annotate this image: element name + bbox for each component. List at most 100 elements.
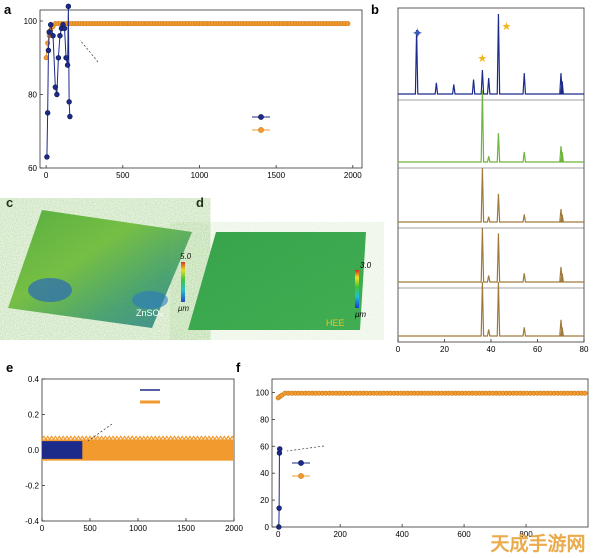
znso4-data-point: [44, 110, 51, 116]
y-tick-label: 100: [256, 388, 270, 397]
legend-marker: [298, 460, 304, 466]
znso4-data-point: [44, 154, 50, 160]
panel-label-a: a: [4, 2, 12, 17]
colorbar-d-unit: μm: [354, 310, 366, 319]
panel-b-frame: [397, 7, 585, 343]
xrd-trace: [398, 89, 584, 163]
x-tick-label: 0: [40, 524, 45, 533]
znso4-data-point: [276, 524, 282, 530]
y-tick-label: 60: [260, 442, 269, 451]
znso4-data-point: [66, 99, 72, 105]
legend-marker: [298, 473, 304, 479]
y-tick-label: 0.2: [28, 411, 40, 420]
hee-data-point: [43, 55, 49, 61]
xrd-trace: [398, 227, 584, 283]
x-tick-label: 1000: [129, 524, 147, 533]
y-tick-label: -0.4: [25, 517, 39, 526]
xrd-trace: [398, 13, 584, 95]
x-tick-label: 1500: [177, 524, 195, 533]
cannot-run-arrow: [286, 445, 325, 452]
znso4-data-point: [61, 25, 68, 32]
znso4-series-line: [46, 6, 71, 157]
legend-marker: [258, 114, 264, 120]
panel-c-caption: ZnSO₄: [136, 308, 164, 318]
colorbar-c-unit: μm: [177, 304, 189, 313]
znso4-voltage-band: [42, 441, 83, 459]
panel-f-chart: 0 200 400 600 800 0 20 40 60 80 100: [256, 378, 589, 539]
znso4-data-point: [50, 33, 56, 39]
hee-voltage-edge: [41, 435, 235, 441]
znso4-data-point: [277, 446, 283, 452]
panel-b-chart: ✦ ★ ★ 0 20 40 60 80: [396, 7, 589, 354]
panel-a-chart: 0 500 1000 1500 2000 60 80 100: [24, 3, 363, 180]
hee-surface-texture: [188, 232, 366, 330]
panel-d-caption: HEE: [326, 318, 345, 328]
watermark-logo: 天成手游网: [490, 532, 585, 555]
panel-label-e: e: [6, 360, 13, 375]
hee-data-point: [582, 390, 588, 396]
colorbar-d: [355, 270, 359, 308]
y-tick-label: 100: [24, 17, 38, 26]
panel-label-b: b: [371, 2, 379, 17]
colorbar-c-max: 5.0: [180, 252, 192, 261]
y-tick-label: 60: [28, 164, 37, 173]
y-tick-label: 0.0: [28, 446, 40, 455]
x-tick-label: 500: [116, 171, 130, 180]
y-tick-label: 0.4: [28, 375, 40, 384]
y-tick-label: 40: [260, 469, 269, 478]
hee-voltage-band: [42, 439, 234, 461]
x-tick-label: 80: [580, 345, 589, 354]
x-tick-label: 800: [519, 530, 533, 539]
x-tick-label: 60: [533, 345, 542, 354]
legend-marker: [258, 127, 264, 133]
panel-label-f: f: [236, 360, 241, 375]
znso4-series-line: [278, 448, 281, 528]
star-marker-icon: ★: [501, 21, 511, 33]
surface-valley: [132, 291, 168, 309]
panel-label-d: d: [196, 195, 204, 210]
panel-f-frame: [271, 378, 589, 528]
y-tick-label: 20: [260, 496, 269, 505]
panel-label-c: c: [6, 195, 13, 210]
surface-valley: [28, 278, 72, 302]
x-tick-label: 0: [276, 530, 281, 539]
znso4-data-point: [52, 84, 59, 90]
battery-failure-arrow: [79, 39, 99, 63]
hee-data-point: [345, 21, 351, 27]
panel-c-surface-image: 5.0 μm ZnSO₄: [8, 210, 192, 328]
battery-failure-arrow: [87, 423, 113, 442]
x-tick-label: 1500: [267, 171, 285, 180]
y-tick-label: 0: [265, 523, 270, 532]
znso4-data-point: [45, 47, 52, 54]
znso4-data-point: [64, 62, 71, 68]
panel-e-chart: 0 500 1000 1500 2000 -0.4 -0.2 0.0 0.2 0.4: [25, 375, 243, 533]
x-tick-label: 20: [440, 345, 449, 354]
y-tick-label: -0.2: [25, 482, 39, 491]
znso4-data-point: [65, 3, 72, 10]
x-tick-label: 40: [487, 345, 496, 354]
y-tick-label: 80: [260, 415, 269, 424]
znso4-data-point: [276, 505, 282, 511]
hee-series-line: [45, 23, 348, 58]
x-tick-label: 400: [395, 530, 409, 539]
panel-a-frame: [39, 9, 363, 169]
xrd-trace: [398, 167, 584, 223]
y-tick-label: 80: [28, 91, 37, 100]
cross-marker-icon: ✦: [412, 25, 424, 41]
panel-d-surface-image: 3.0 μm HEE: [188, 232, 372, 330]
x-tick-label: 600: [457, 530, 471, 539]
znso4-data-point: [55, 55, 62, 61]
znso4-data-point: [48, 21, 54, 28]
znso4-data-point: [54, 91, 60, 98]
x-tick-label: 0: [396, 345, 401, 354]
znso4-data-point: [67, 113, 73, 120]
znso4-surface-texture: [8, 210, 192, 328]
x-tick-label: 500: [83, 524, 97, 533]
znso4-data-point: [46, 29, 52, 35]
x-tick-label: 2000: [344, 171, 362, 180]
x-tick-label: 0: [44, 171, 49, 180]
x-tick-label: 2000: [225, 524, 243, 533]
xrd-trace: [398, 281, 584, 337]
znso4-data-point: [57, 33, 63, 39]
